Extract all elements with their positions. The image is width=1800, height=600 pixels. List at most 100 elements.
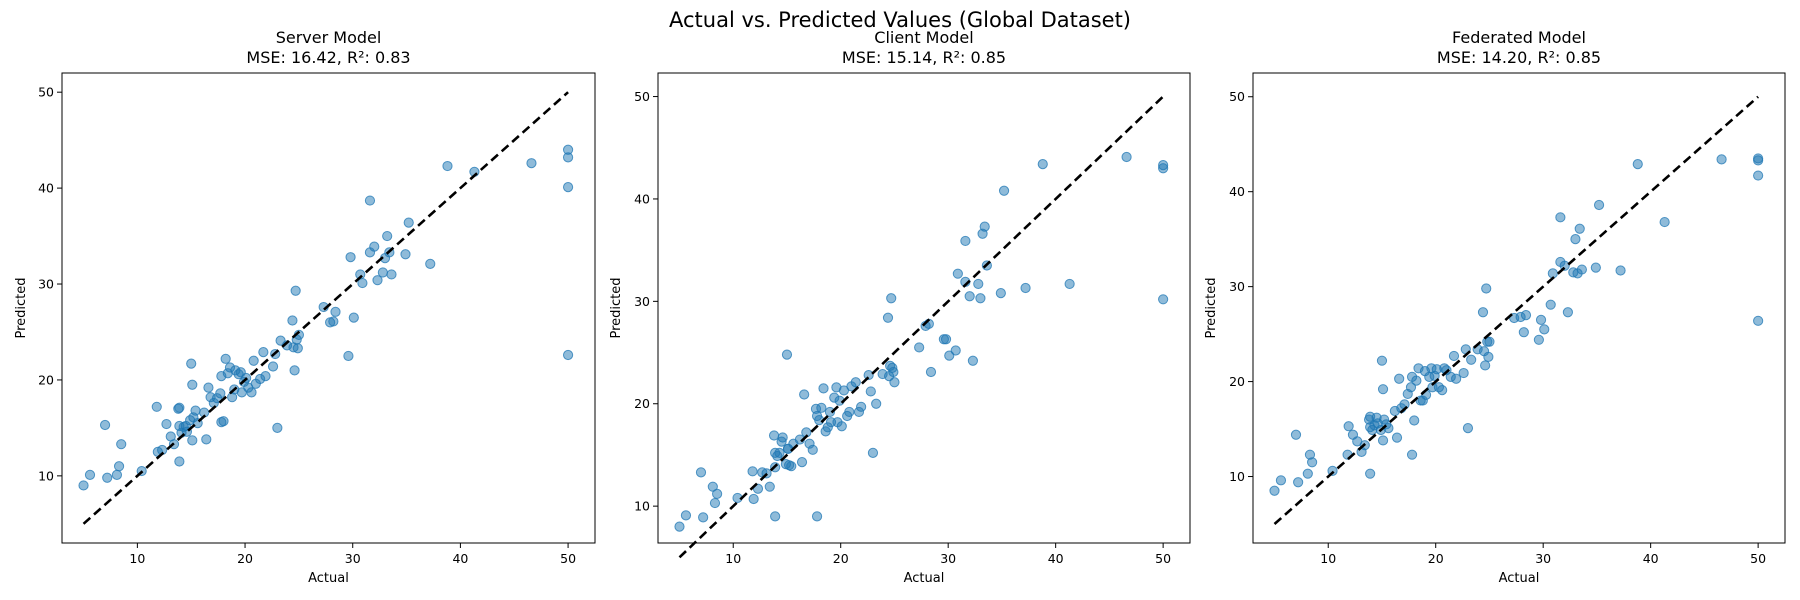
x-tick-label: 40: [1643, 551, 1659, 566]
scatter-point: [786, 461, 797, 472]
scatter-point: [844, 406, 855, 418]
plot-frame: [61, 72, 596, 544]
scatter-point: [246, 387, 257, 398]
x-tick-label: 30: [345, 551, 361, 566]
scatter-point: [1302, 468, 1313, 479]
scatter-point: [888, 366, 899, 378]
x-tick-label: 50: [1155, 551, 1171, 566]
scatter-point: [1520, 310, 1532, 321]
scatter-point: [811, 511, 823, 522]
scatter-point: [1576, 264, 1587, 275]
scatter-points: [78, 144, 574, 491]
y-axis-label: Predicted: [14, 277, 29, 338]
x-axis-label: Actual: [308, 571, 349, 586]
y-tick-label: 40: [38, 181, 54, 196]
scatter-point: [1535, 314, 1547, 325]
panel-subtitle: MSE: 16.42, R²: 0.83: [246, 48, 410, 67]
scatter-point: [382, 230, 393, 242]
scatter-point: [258, 347, 269, 358]
scatter-point: [1158, 160, 1169, 171]
scatter-point: [1539, 324, 1550, 335]
scatter-point: [799, 389, 810, 400]
scatter-point: [201, 434, 212, 445]
scatter-point: [1343, 421, 1354, 432]
scatter-point: [914, 342, 925, 353]
scatter-point: [818, 383, 829, 394]
scatter-point: [979, 221, 990, 232]
scatter-point: [116, 439, 127, 450]
scatter-point: [1484, 336, 1495, 347]
scatter-point: [345, 252, 356, 263]
scatter-point: [287, 315, 298, 326]
scatter-point: [960, 235, 971, 247]
scatter-point: [952, 268, 963, 279]
y-tick-label: 10: [1229, 469, 1245, 484]
panel-title: Client Model: [874, 28, 973, 47]
identity-reference-line: [82, 91, 569, 525]
federated-model-panel: Federated Model MSE: 14.20, R²: 0.85 10 2…: [1204, 28, 1786, 586]
scatter-point: [709, 497, 721, 509]
scatter-point: [1394, 373, 1405, 384]
scatter-point: [218, 416, 229, 427]
scatter-point: [768, 430, 780, 441]
scatter-point: [889, 377, 900, 388]
y-tick-label: 50: [38, 85, 54, 100]
scatter-point: [562, 182, 574, 193]
scatter-point: [290, 285, 301, 296]
scatter-point: [863, 369, 874, 381]
scatter-point: [1064, 278, 1075, 290]
scatter-point: [680, 510, 692, 521]
scatter-point: [186, 358, 197, 369]
x-axis: 10 20 30 40 50: [725, 543, 1171, 566]
scatter-point: [1290, 429, 1302, 440]
x-tick-label: 20: [833, 551, 849, 566]
scatter-point: [1593, 199, 1605, 211]
y-axis: 10 20 30 40 50: [38, 85, 62, 483]
scatter-point: [113, 461, 125, 472]
scatter-point: [1481, 283, 1492, 294]
scatter-point: [777, 432, 788, 443]
scatter-point: [836, 421, 847, 432]
scatter-point: [442, 160, 453, 172]
scatter-point: [187, 379, 198, 390]
scatter-point: [1293, 477, 1304, 488]
scatter-point: [1462, 423, 1474, 434]
figure-suptitle: Actual vs. Predicted Values (Global Data…: [669, 8, 1131, 32]
scatter-point: [1458, 367, 1469, 379]
scatter-point: [886, 293, 897, 304]
x-tick-label: 10: [129, 551, 145, 566]
scatter-point: [856, 401, 867, 412]
y-axis: 10 20 30 40 50: [634, 89, 658, 514]
scatter-points: [1269, 153, 1764, 496]
scatter-point: [272, 422, 283, 433]
scatter-point: [1615, 265, 1626, 276]
scatter-point: [174, 456, 185, 467]
scatter-point: [695, 467, 707, 478]
panel-subtitle: MSE: 14.20, R²: 0.85: [1437, 48, 1601, 67]
y-axis-label: Predicted: [1204, 277, 1219, 338]
plot-frame: [1252, 72, 1786, 544]
y-tick-label: 20: [38, 372, 54, 387]
x-axis: 10 20 30 40 50: [129, 543, 576, 566]
scatter-point: [111, 469, 123, 480]
scatter-point: [824, 406, 836, 418]
scatter-point: [267, 361, 279, 372]
scatter-point: [357, 277, 368, 289]
y-tick-label: 40: [1229, 184, 1245, 199]
scatter-point: [292, 343, 303, 354]
scatter-point: [1275, 475, 1287, 486]
scatter-point: [1121, 151, 1132, 163]
identity-reference-line: [1273, 95, 1759, 525]
scatter-point: [1448, 350, 1460, 362]
scatter-point: [328, 316, 339, 327]
scatter-point: [369, 241, 380, 252]
scatter-point: [1753, 153, 1764, 164]
x-tick-label: 10: [725, 551, 741, 566]
scatter-point: [995, 288, 1006, 299]
scatter-point: [1570, 234, 1581, 245]
scatter-point: [364, 195, 376, 206]
scatter-point: [964, 291, 975, 302]
y-tick-label: 30: [1229, 279, 1245, 294]
scatter-points: [674, 151, 1169, 532]
